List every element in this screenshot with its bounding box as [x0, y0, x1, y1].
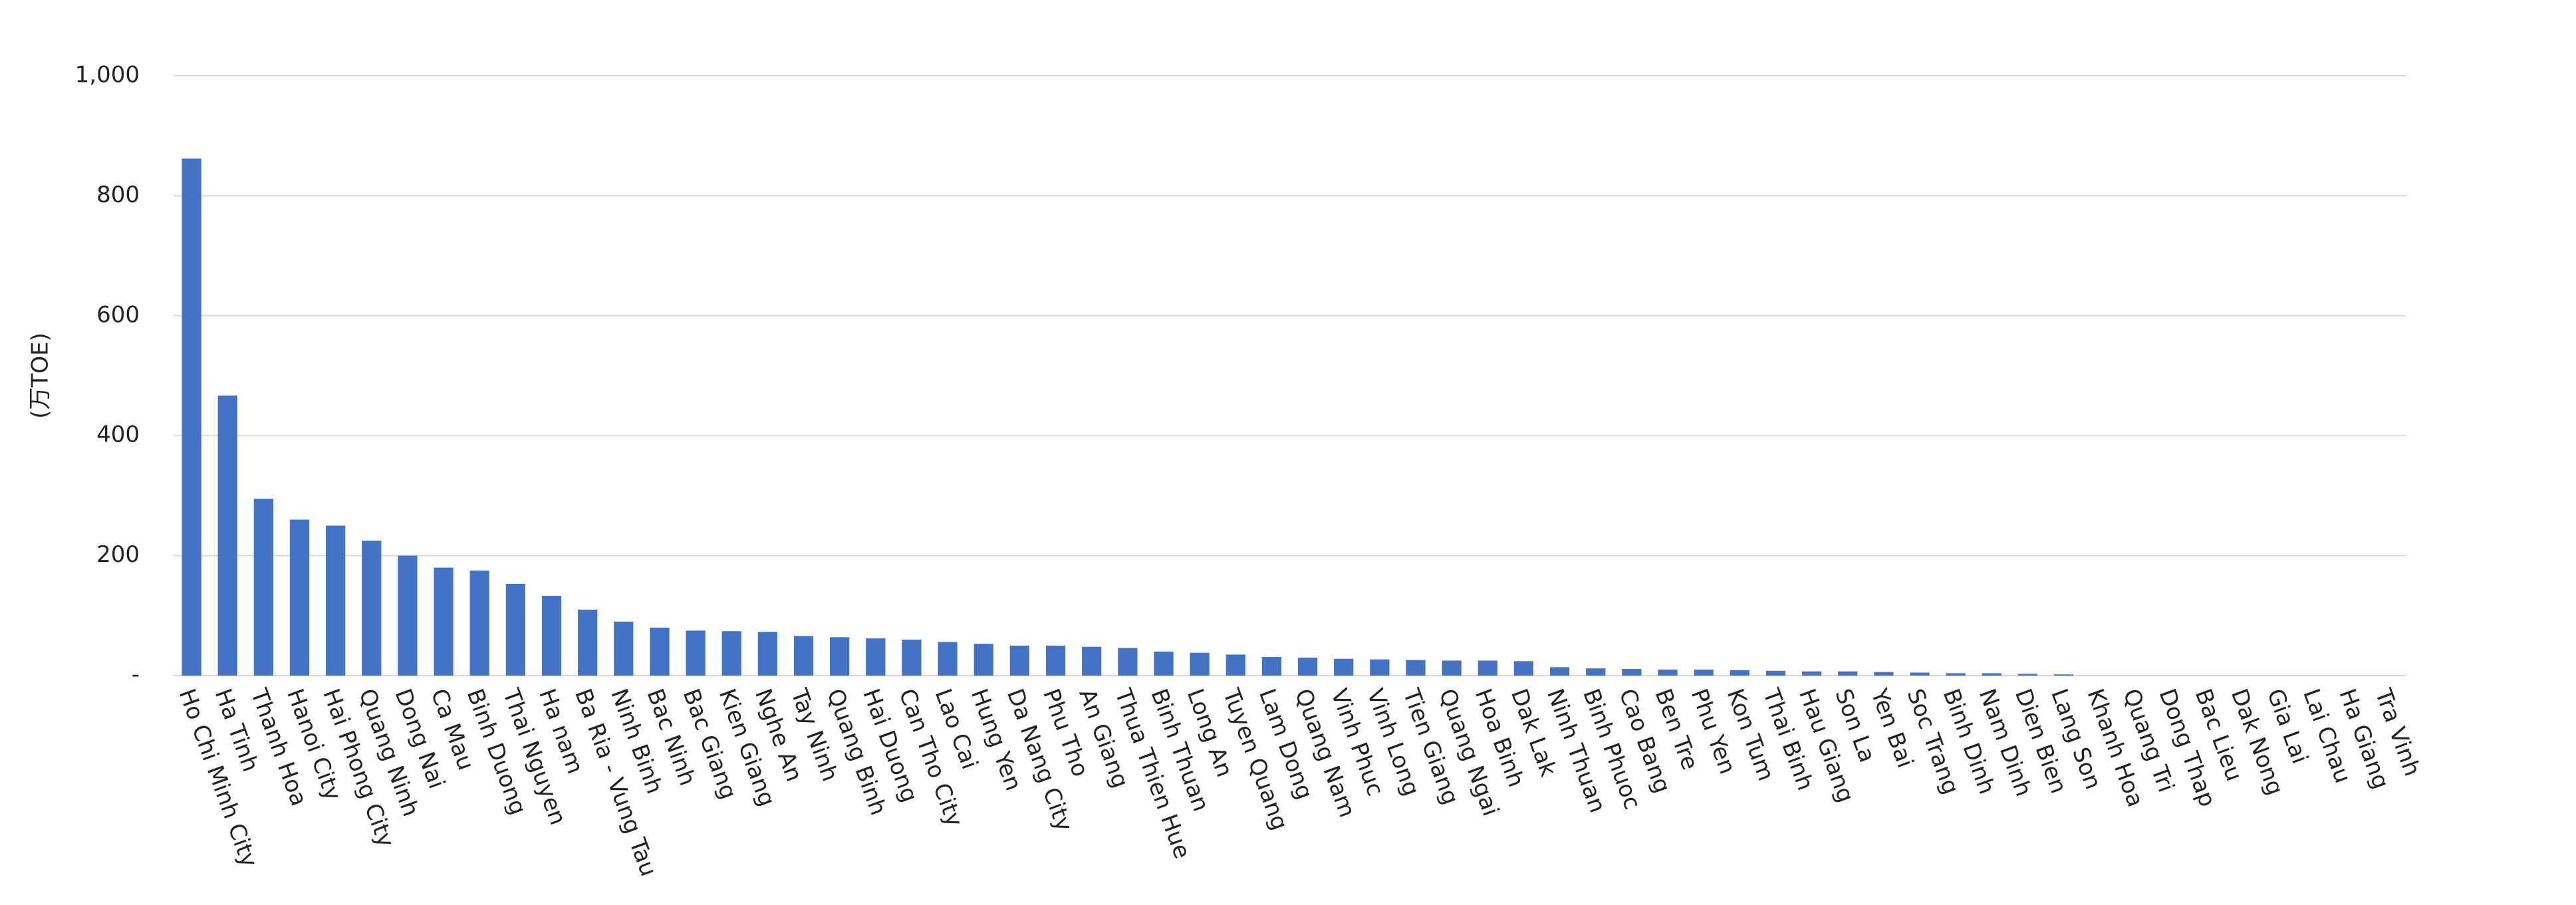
- bar: [1297, 657, 1318, 676]
- bar: [1118, 648, 1138, 676]
- y-tick-label: 200: [96, 541, 140, 568]
- bar: [541, 596, 562, 676]
- bar: [1694, 669, 1714, 676]
- bar: [721, 631, 741, 676]
- y-tick-label: 400: [96, 422, 140, 448]
- bar: [2017, 674, 2038, 676]
- bar: [1370, 659, 1390, 676]
- bar: [182, 158, 201, 676]
- bar: [1478, 660, 1497, 676]
- bar: [253, 498, 273, 676]
- y-axis-label: (万TOE): [27, 332, 54, 419]
- bar: [289, 519, 310, 676]
- bar: [1982, 673, 2001, 676]
- bar: [1334, 658, 1354, 676]
- bar: [1946, 673, 1966, 676]
- bar: [1910, 672, 1930, 676]
- bar: [1838, 671, 1858, 676]
- bar: [1658, 669, 1678, 676]
- bar: [1406, 660, 1426, 676]
- y-tick-label: -: [132, 662, 140, 688]
- bar: [757, 632, 778, 676]
- bar: [362, 541, 382, 676]
- bar: [1801, 671, 1822, 676]
- bar: [1442, 660, 1462, 676]
- bar: [1622, 669, 1642, 676]
- bar: [1261, 657, 1282, 676]
- bar: [505, 583, 525, 676]
- bar: [902, 639, 922, 676]
- bar: [217, 395, 237, 676]
- bar: [973, 644, 993, 676]
- bar: [1009, 645, 1030, 676]
- bar: [1225, 654, 1245, 676]
- bar: [2054, 674, 2074, 676]
- bar: [1190, 652, 1210, 676]
- bar: [686, 630, 706, 676]
- bar: [326, 525, 346, 676]
- y-tick-label: 600: [96, 301, 140, 328]
- bar: [1513, 661, 1534, 676]
- bar: [1765, 670, 1786, 676]
- y-tick-label: 1,000: [75, 62, 140, 88]
- bar: [1586, 668, 1606, 676]
- bar: [793, 636, 814, 676]
- bar: [1082, 646, 1102, 676]
- bar: [1549, 667, 1570, 676]
- y-tick-label: 800: [96, 182, 140, 208]
- bar: [1730, 670, 1749, 676]
- bar: [938, 642, 958, 676]
- bar: [1154, 651, 1174, 676]
- bar: [1874, 672, 1894, 676]
- bar: [398, 555, 418, 676]
- bar: [434, 567, 453, 676]
- bar: [866, 638, 886, 676]
- bar: [830, 637, 850, 676]
- bar: [469, 571, 489, 676]
- bar: [1045, 645, 1066, 676]
- bar: [578, 609, 598, 676]
- bar: [650, 627, 670, 676]
- bar: [614, 621, 634, 676]
